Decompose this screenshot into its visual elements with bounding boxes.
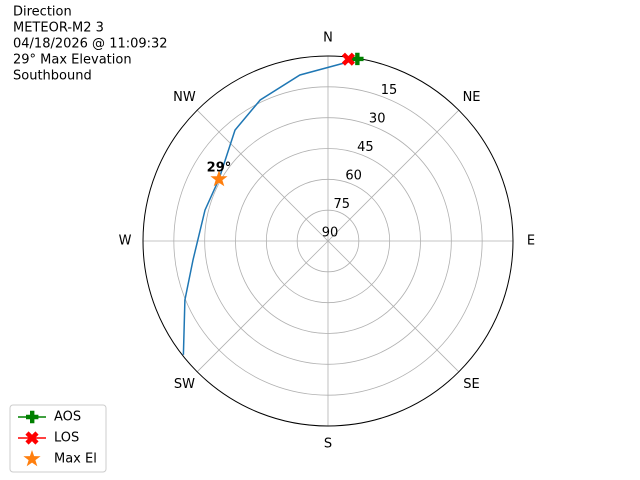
angle-tick-label: E (527, 234, 535, 249)
angle-tick-label: NW (173, 90, 196, 105)
marker-plus (351, 52, 364, 66)
marker-x (25, 431, 39, 445)
marker-plus (26, 410, 39, 424)
marker-star (23, 450, 41, 467)
r-tick-label: 45 (357, 140, 374, 155)
grid-spoke (327, 109, 460, 242)
info-line: Direction (13, 5, 72, 20)
angle-tick-label: SE (463, 377, 479, 392)
r-tick-label: 30 (369, 112, 386, 127)
r-tick-label: 60 (345, 169, 362, 184)
grid-spoke (327, 240, 460, 373)
angle-tick-label: SW (174, 377, 195, 392)
info-line: 04/18/2026 @ 11:09:32 (13, 37, 168, 52)
angle-tick-label: N (323, 31, 333, 46)
legend-label: AOS (54, 410, 81, 425)
angle-tick-label: S (324, 437, 332, 452)
max-el-annotation: 29° (207, 161, 232, 176)
marker-x (341, 52, 355, 66)
angle-tick-label: W (119, 234, 132, 249)
angle-tick-label: NE (463, 90, 481, 105)
marker-star (210, 170, 228, 187)
grid-spoke (196, 109, 329, 242)
grid-spoke (196, 240, 329, 373)
info-line: Southbound (13, 69, 92, 84)
r-tick-label: 15 (381, 83, 398, 98)
legend-label: Max El (54, 452, 97, 467)
legend-label: LOS (54, 431, 79, 446)
r-tick-label: 90 (322, 226, 339, 241)
info-line: 29° Max Elevation (13, 53, 132, 68)
info-line: METEOR-M2 3 (13, 21, 104, 36)
polar-frame (142, 55, 514, 427)
r-tick-label: 75 (334, 197, 351, 212)
